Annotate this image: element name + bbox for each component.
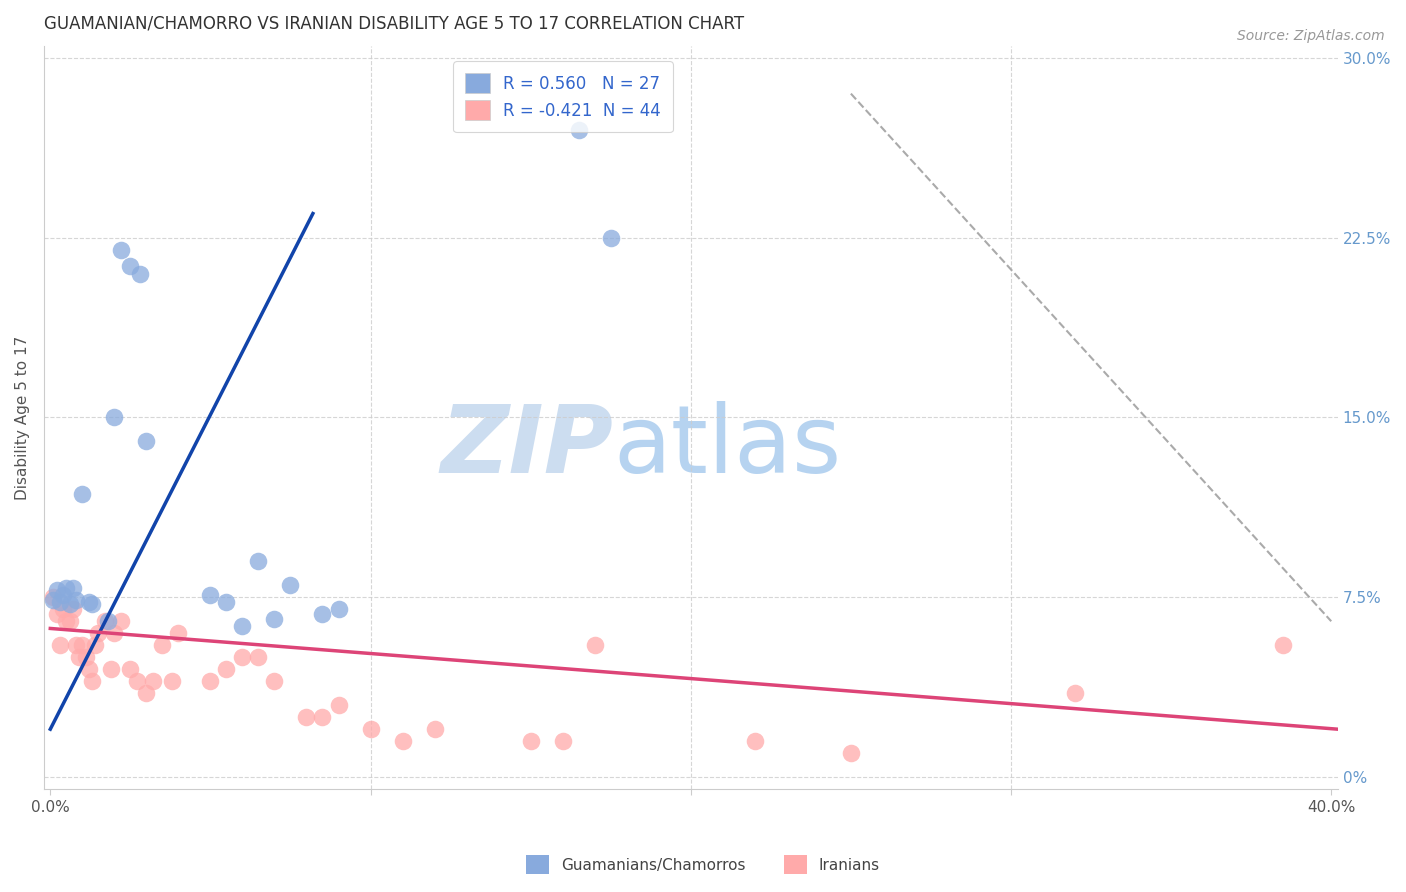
Point bbox=[80, 674, 103, 689]
Point bbox=[247, 650, 270, 665]
Point bbox=[744, 734, 766, 748]
Point bbox=[55, 581, 77, 595]
Point bbox=[58, 614, 80, 628]
Point bbox=[52, 588, 75, 602]
Point bbox=[423, 722, 446, 736]
Point bbox=[839, 746, 862, 760]
Point bbox=[150, 638, 173, 652]
Point bbox=[45, 583, 67, 598]
Point bbox=[135, 434, 157, 449]
Legend: R = 0.560   N = 27, R = -0.421  N = 44: R = 0.560 N = 27, R = -0.421 N = 44 bbox=[453, 62, 672, 132]
Point bbox=[125, 674, 148, 689]
Point bbox=[93, 614, 115, 628]
Point bbox=[231, 619, 253, 633]
Point bbox=[103, 410, 125, 425]
Point bbox=[263, 674, 285, 689]
Point bbox=[215, 595, 238, 609]
Point bbox=[311, 710, 333, 724]
Point bbox=[311, 607, 333, 621]
Point bbox=[120, 260, 142, 274]
Point bbox=[391, 734, 413, 748]
Text: atlas: atlas bbox=[613, 401, 841, 493]
Point bbox=[62, 581, 84, 595]
Point bbox=[200, 588, 222, 602]
Point bbox=[568, 122, 591, 136]
Point bbox=[120, 662, 142, 676]
Point bbox=[72, 638, 94, 652]
Point bbox=[129, 267, 152, 281]
Point bbox=[360, 722, 382, 736]
Point bbox=[328, 602, 350, 616]
Text: Source: ZipAtlas.com: Source: ZipAtlas.com bbox=[1237, 29, 1385, 43]
Point bbox=[80, 598, 103, 612]
Point bbox=[55, 614, 77, 628]
Point bbox=[84, 638, 107, 652]
Point bbox=[551, 734, 574, 748]
Point bbox=[295, 710, 318, 724]
Point bbox=[52, 602, 75, 616]
Point bbox=[583, 638, 606, 652]
Point bbox=[97, 614, 120, 628]
Point bbox=[42, 591, 65, 605]
Point bbox=[280, 578, 302, 592]
Point bbox=[77, 595, 100, 609]
Y-axis label: Disability Age 5 to 17: Disability Age 5 to 17 bbox=[15, 335, 30, 500]
Point bbox=[58, 598, 80, 612]
Point bbox=[100, 662, 122, 676]
Point bbox=[519, 734, 541, 748]
Point bbox=[142, 674, 165, 689]
Legend: Guamanians/Chamorros, Iranians: Guamanians/Chamorros, Iranians bbox=[520, 849, 886, 880]
Point bbox=[215, 662, 238, 676]
Point bbox=[65, 592, 87, 607]
Point bbox=[62, 602, 84, 616]
Point bbox=[263, 612, 285, 626]
Point bbox=[160, 674, 183, 689]
Point bbox=[200, 674, 222, 689]
Point bbox=[67, 650, 90, 665]
Point bbox=[599, 230, 621, 244]
Point bbox=[247, 554, 270, 568]
Point bbox=[1272, 638, 1295, 652]
Point bbox=[49, 638, 72, 652]
Point bbox=[72, 487, 94, 501]
Point bbox=[1064, 686, 1087, 700]
Point bbox=[103, 626, 125, 640]
Point bbox=[42, 592, 65, 607]
Point bbox=[87, 626, 110, 640]
Point bbox=[135, 686, 157, 700]
Point bbox=[328, 698, 350, 713]
Point bbox=[167, 626, 190, 640]
Text: ZIP: ZIP bbox=[440, 401, 613, 493]
Point bbox=[110, 614, 132, 628]
Point bbox=[65, 638, 87, 652]
Point bbox=[49, 595, 72, 609]
Point bbox=[45, 607, 67, 621]
Point bbox=[110, 243, 132, 257]
Point bbox=[75, 650, 97, 665]
Text: GUAMANIAN/CHAMORRO VS IRANIAN DISABILITY AGE 5 TO 17 CORRELATION CHART: GUAMANIAN/CHAMORRO VS IRANIAN DISABILITY… bbox=[44, 15, 744, 33]
Point bbox=[77, 662, 100, 676]
Point bbox=[231, 650, 253, 665]
